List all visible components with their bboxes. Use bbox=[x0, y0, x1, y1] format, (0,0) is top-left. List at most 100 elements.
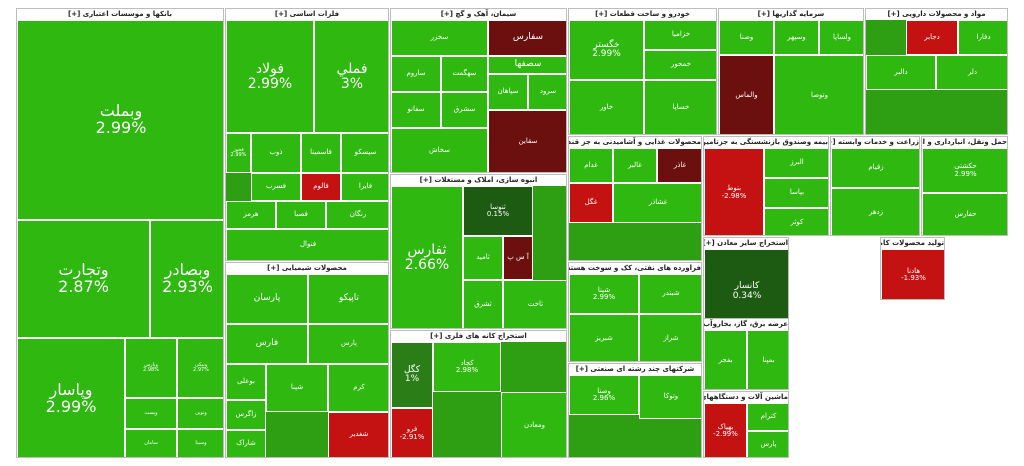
stock-tile[interactable]: شبریز bbox=[569, 314, 639, 361]
stock-tile[interactable]: سصفها bbox=[488, 56, 566, 74]
stock-tile[interactable]: شبندر bbox=[639, 274, 701, 314]
sector-header[interactable]: فلزات اساسی [+] bbox=[226, 9, 388, 20]
stock-tile[interactable]: بنوط -2.98% bbox=[704, 148, 764, 235]
sector-header[interactable]: سرمایه گذاریها [+] bbox=[719, 9, 863, 20]
stock-tile[interactable]: وتجارت 2.87% bbox=[17, 220, 150, 338]
stock-tile[interactable]: هادنا -1.93% bbox=[881, 249, 944, 299]
stock-tile[interactable]: بمپنا bbox=[747, 330, 788, 389]
stock-tile[interactable]: وتوصا bbox=[774, 55, 863, 134]
stock-tile[interactable]: غشاذر bbox=[613, 183, 701, 223]
stock-tile[interactable]: خساپا bbox=[644, 80, 716, 134]
sector-header[interactable]: زراعت و خدمات وابسته [+] bbox=[831, 137, 919, 148]
stock-tile[interactable]: وسینا bbox=[177, 429, 223, 457]
stock-tile[interactable]: دفارا bbox=[958, 20, 1007, 55]
stock-tile[interactable]: خگستر 2.99% bbox=[569, 20, 644, 80]
sector-header[interactable]: استخراج سایر معادن [+] bbox=[704, 238, 788, 249]
stock-tile[interactable]: ثفارس 2.66% bbox=[391, 186, 463, 328]
stock-tile[interactable]: وبملت 2.99% bbox=[17, 20, 223, 220]
stock-tile[interactable]: سشرق bbox=[441, 92, 488, 128]
sector-header[interactable]: محصولات غذایی و آشامیدنی به جز قند [+] bbox=[569, 137, 701, 148]
stock-tile[interactable]: وپاسار 2.99% bbox=[17, 338, 125, 457]
stock-tile[interactable]: سپسکو bbox=[341, 133, 388, 173]
stock-tile[interactable]: وسپهر bbox=[774, 20, 819, 55]
sector-header[interactable]: شرکتهای چند رشته ای صنعتی [+] bbox=[569, 364, 701, 375]
stock-tile[interactable]: سامان bbox=[125, 429, 177, 457]
stock-tile[interactable]: ثاخت bbox=[503, 280, 566, 328]
stock-tile[interactable]: فولاد 2.99% bbox=[226, 20, 314, 133]
stock-tile[interactable]: دلر bbox=[936, 55, 1007, 90]
stock-tile[interactable]: خزامیا bbox=[644, 20, 716, 50]
sector-header[interactable]: حمل ونقل، انبارداری و ارتباطات [+] bbox=[922, 137, 1007, 148]
stock-tile[interactable]: سخاش bbox=[391, 128, 488, 172]
stock-tile[interactable]: ساروم bbox=[391, 56, 441, 92]
stock-tile[interactable]: شاراک bbox=[226, 430, 266, 457]
sector-header[interactable]: ماشین آلات و دستگاههای [+] bbox=[704, 392, 788, 403]
stock-tile[interactable]: وصنا bbox=[719, 20, 774, 55]
stock-tile[interactable]: فخوز 2.99% bbox=[226, 133, 251, 173]
stock-tile[interactable]: فرو -2.91% bbox=[391, 408, 433, 457]
stock-tile[interactable]: وتوکا bbox=[639, 375, 701, 419]
stock-tile[interactable]: زدهر bbox=[831, 188, 919, 235]
sector-header[interactable]: تولید محصولات کامپیوتری [+] bbox=[881, 238, 944, 249]
sector-header[interactable]: انبوه سازی، املاک و مستغلات [+] bbox=[391, 175, 566, 186]
stock-tile[interactable]: غگل bbox=[569, 183, 613, 223]
stock-tile[interactable]: والماس bbox=[719, 55, 774, 134]
sector-header[interactable]: مواد و محصولات دارویی [+] bbox=[866, 9, 1007, 20]
stock-tile[interactable]: سهگمت bbox=[441, 56, 488, 92]
stock-tile[interactable]: سخزر bbox=[391, 20, 488, 56]
stock-tile[interactable]: سرود bbox=[528, 74, 566, 110]
stock-tile[interactable]: حفارس bbox=[922, 193, 1007, 235]
stock-tile[interactable]: فایرا bbox=[341, 173, 388, 201]
stock-tile[interactable]: ونوین bbox=[177, 398, 223, 429]
stock-tile[interactable]: حکشتی 2.99% bbox=[922, 148, 1007, 193]
stock-tile[interactable]: پارسان bbox=[226, 274, 308, 324]
stock-tile[interactable]: ولساپا bbox=[819, 20, 863, 55]
stock-tile[interactable]: خمحور bbox=[644, 50, 716, 80]
stock-tile[interactable]: ثشرق bbox=[463, 280, 503, 328]
stock-tile[interactable]: بفجر bbox=[704, 330, 747, 389]
stock-tile[interactable]: وپارس 2.98% bbox=[125, 338, 177, 398]
stock-tile[interactable]: پارس bbox=[747, 431, 788, 457]
sector-header[interactable]: محصولات شیمیایی [+] bbox=[226, 263, 388, 274]
stock-tile[interactable]: ثنوسا 0.15% bbox=[463, 186, 533, 236]
sector-header[interactable]: عرضه برق، گاز، بخاروآب [+] bbox=[704, 319, 788, 330]
stock-tile[interactable]: ومعادن bbox=[501, 392, 566, 457]
stock-tile[interactable]: کچاد 2.98% bbox=[433, 342, 501, 392]
stock-tile[interactable]: کوثر bbox=[764, 208, 828, 235]
stock-tile[interactable]: رنگان bbox=[326, 201, 388, 229]
stock-tile[interactable]: تاپیکو bbox=[308, 274, 388, 324]
stock-tile[interactable]: کرم bbox=[328, 364, 388, 412]
stock-tile[interactable]: آ س پ bbox=[503, 236, 533, 280]
stock-tile[interactable]: غدام bbox=[569, 148, 613, 183]
stock-tile[interactable]: بپاسا bbox=[764, 178, 828, 208]
stock-tile[interactable]: فاسمینا bbox=[301, 133, 341, 173]
stock-tile[interactable]: البرز bbox=[764, 148, 828, 178]
stock-tile[interactable]: سفارس bbox=[488, 20, 566, 56]
stock-tile[interactable]: فارس bbox=[226, 324, 308, 364]
stock-tile[interactable]: دجابر bbox=[906, 20, 958, 55]
stock-tile[interactable]: سفانو bbox=[391, 92, 441, 128]
stock-tile[interactable]: پارس bbox=[308, 324, 388, 364]
stock-tile[interactable]: ذوب bbox=[251, 133, 301, 173]
stock-tile[interactable]: شغدیر bbox=[328, 412, 388, 457]
stock-tile[interactable]: ونیکی 2.97% bbox=[177, 338, 223, 398]
stock-tile[interactable]: وبصادر 2.93% bbox=[150, 220, 223, 338]
sector-header[interactable]: سیمان، آهک و گچ [+] bbox=[391, 9, 566, 20]
stock-tile[interactable]: غالبر bbox=[613, 148, 657, 183]
sector-header[interactable]: بانکها و موسسات اعتباری [+] bbox=[17, 9, 223, 20]
stock-tile[interactable]: بوعلی bbox=[226, 364, 266, 400]
stock-tile[interactable]: ثامید bbox=[463, 236, 503, 280]
stock-tile[interactable]: فنوال bbox=[226, 229, 388, 260]
stock-tile[interactable]: فالوم bbox=[301, 173, 341, 201]
stock-tile[interactable]: دالبر bbox=[866, 55, 936, 90]
stock-tile[interactable]: فسرب bbox=[251, 173, 301, 201]
stock-tile[interactable]: هرمز bbox=[226, 201, 276, 229]
stock-tile[interactable]: شپنا 2.99% bbox=[569, 274, 639, 314]
stock-tile[interactable]: سقاین bbox=[488, 110, 566, 172]
stock-tile[interactable]: کگل 1% bbox=[391, 342, 433, 408]
stock-tile[interactable]: وپست bbox=[125, 398, 177, 429]
stock-tile[interactable]: سپاهان bbox=[488, 74, 528, 110]
stock-tile[interactable]: شراز bbox=[639, 314, 701, 361]
sector-header[interactable]: استخراج کانه های فلزی [+] bbox=[391, 331, 566, 342]
stock-tile[interactable]: وصنا 2.96% bbox=[569, 375, 639, 415]
